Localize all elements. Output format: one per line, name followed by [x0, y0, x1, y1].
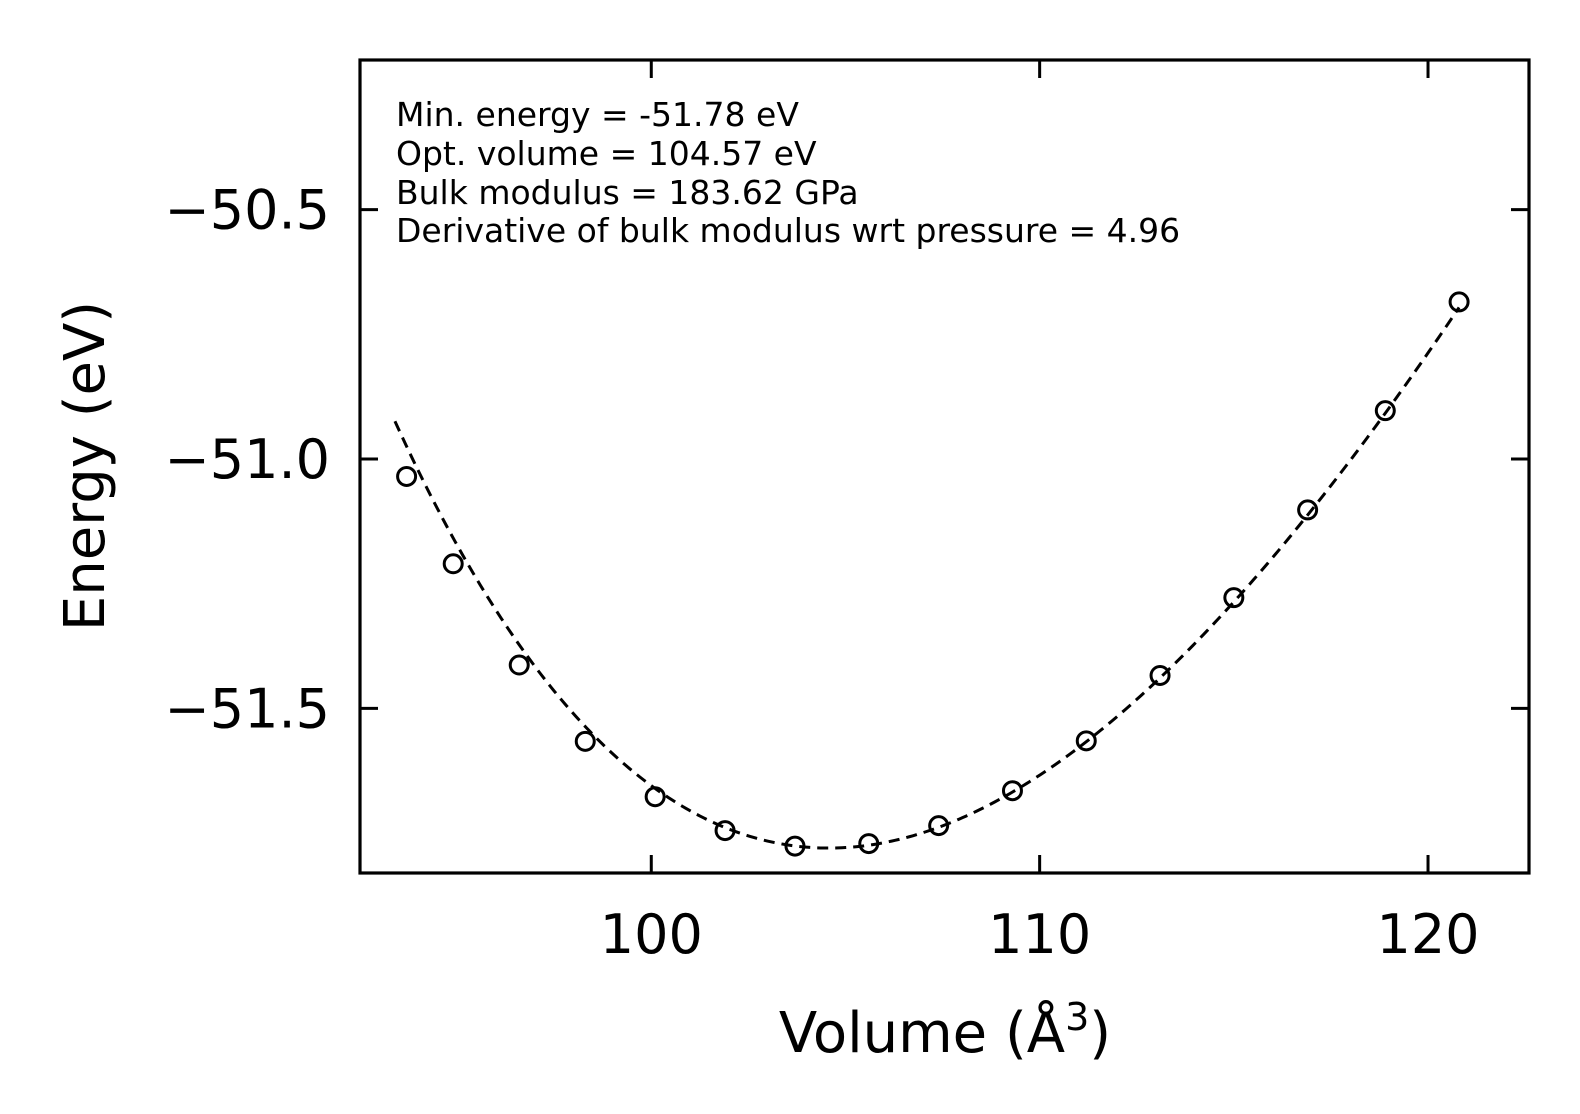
annotation-bulk-modulus-derivative: Derivative of bulk modulus wrt pressure … [396, 211, 1180, 250]
x-tick-label: 120 [1376, 903, 1479, 966]
y-axis-title: Energy (eV) [53, 301, 118, 631]
x-axis-title: Volume (Å3) [779, 995, 1111, 1066]
plot-frame [358, 58, 1531, 875]
annotation-box: Min. energy = -51.78 eV Opt. volume = 10… [396, 95, 1180, 250]
y-tick-label: −50.5 [165, 179, 330, 242]
data-point [1374, 400, 1396, 422]
ticks-layer: 100 110 120 −50.5 −51.0 −51.5 [165, 60, 1529, 966]
data-point [928, 815, 950, 837]
data-point [508, 654, 530, 676]
data-point [1223, 587, 1245, 609]
data-point [1075, 730, 1097, 752]
data-point [442, 553, 464, 575]
x-axis-title-superscript: 3 [1065, 995, 1089, 1039]
data-point [574, 730, 596, 752]
points-layer [396, 291, 1470, 857]
x-tick-label: 110 [988, 903, 1091, 966]
data-point [1149, 664, 1171, 686]
data-point [1001, 780, 1023, 802]
x-tick-label: 100 [600, 903, 703, 966]
data-point [858, 833, 880, 855]
x-axis-title-suffix: ) [1089, 1001, 1111, 1066]
data-point [784, 835, 806, 857]
y-tick-label: −51.0 [165, 428, 330, 491]
data-point [1448, 291, 1470, 313]
annotation-bulk-modulus: Bulk modulus = 183.62 GPa [396, 173, 859, 212]
data-point [396, 465, 418, 487]
x-axis-title-main: Volume (Å [779, 1000, 1065, 1066]
annotation-min-energy: Min. energy = -51.78 eV [396, 95, 799, 134]
data-point [1297, 499, 1319, 521]
data-point [644, 786, 666, 808]
data-point [714, 820, 736, 842]
y-tick-label: −51.5 [165, 677, 330, 740]
fit-layer [393, 306, 1461, 850]
fit-curve [393, 306, 1461, 850]
annotation-opt-volume: Opt. volume = 104.57 eV [396, 134, 817, 173]
